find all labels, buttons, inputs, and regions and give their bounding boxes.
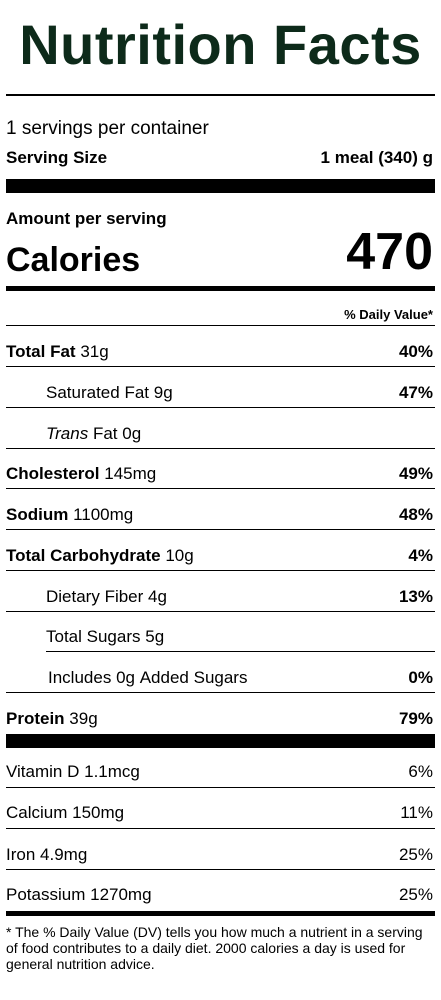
nutrient-dv: 13%	[398, 587, 433, 606]
divider	[6, 828, 435, 829]
serving-size-label: Serving Size	[6, 148, 108, 167]
nutrient-row-protein: Protein 39g	[6, 709, 98, 729]
divider	[6, 869, 435, 870]
nutrient-row-trans-fat: Trans Fat 0g	[46, 424, 141, 444]
nutrient-amount: 145mg	[104, 464, 157, 483]
nutrient-name: Dietary Fiber	[46, 587, 144, 606]
nutrient-row-total-carbohydrate: Total Carbohydrate 10g	[6, 546, 194, 566]
nutrient-dv: 79%	[398, 709, 433, 728]
amount-per-serving: Amount per serving	[6, 209, 167, 228]
nutrient-name: Total Sugars	[46, 627, 141, 646]
nutrient-amount: 1100mg	[73, 505, 134, 524]
nutrient-name: Fat	[92, 424, 118, 443]
divider	[6, 94, 435, 96]
nutrient-name: Total Carbohydrate	[6, 546, 161, 565]
vitamin-dv: 6%	[408, 762, 433, 781]
divider	[6, 787, 435, 788]
vitamin-name: Calcium	[6, 803, 68, 822]
vitamin-name: Vitamin D	[6, 762, 80, 781]
divider	[6, 488, 435, 489]
vitamin-amount: 150mg	[72, 803, 125, 822]
nutrient-dv: 49%	[398, 464, 433, 483]
nutrient-amount: 0g	[116, 668, 135, 687]
vitamin-dv: 25%	[398, 845, 433, 864]
nutrient-row-total-sugars: Total Sugars 5g	[46, 627, 164, 647]
calories-label: Calories	[6, 241, 141, 279]
nutrient-amount: 0g	[122, 424, 142, 443]
nutrient-amount: 10g	[165, 546, 194, 565]
nutrient-name: Sodium	[6, 505, 69, 524]
divider	[6, 407, 435, 408]
nutrient-dv: 0%	[408, 668, 433, 687]
nutrient-dv: 4%	[408, 546, 433, 565]
daily-value-header: % Daily Value*	[344, 307, 433, 322]
nutrient-name: Cholesterol	[6, 464, 100, 483]
nutrient-name: Protein	[6, 709, 65, 728]
nutrient-amount: 4g	[148, 587, 167, 606]
nutrient-amount: 39g	[69, 709, 98, 728]
added-sugars-suffix: Added Sugars	[139, 668, 248, 687]
servings-per-container: 1 servings per container	[6, 118, 209, 139]
divider	[6, 529, 435, 530]
daily-value-footnote: * The % Daily Value (DV) tells you how m…	[6, 924, 423, 972]
divider	[6, 448, 435, 449]
vitamin-row-calcium: Calcium 150mg	[6, 803, 124, 823]
divider-bold	[6, 911, 435, 916]
nutrient-row-saturated-fat: Saturated Fat 9g	[46, 383, 173, 403]
divider	[6, 570, 435, 571]
vitamin-row-potassium: Potassium 1270mg	[6, 885, 152, 905]
vitamin-name: Iron	[6, 845, 36, 864]
nutrient-name: Saturated Fat	[46, 383, 150, 402]
vitamin-name: Potassium	[6, 885, 86, 904]
nutrient-row-dietary-fiber: Dietary Fiber 4g	[46, 587, 167, 607]
vitamin-dv: 11%	[400, 803, 433, 822]
divider-bold	[6, 286, 435, 291]
divider	[6, 692, 435, 693]
nutrient-dv: 47%	[398, 383, 433, 402]
nutrient-row-total-fat: Total Fat 31g	[6, 342, 109, 362]
vitamin-amount: 1.1mcg	[84, 762, 140, 781]
serving-size-value: 1 meal (340) g	[320, 148, 433, 167]
nutrient-amount: 9g	[153, 383, 173, 402]
nutrient-dv: 40%	[398, 342, 433, 361]
vitamin-row-vitamin-d: Vitamin D 1.1mcg	[6, 762, 140, 782]
vitamin-amount: 1270mg	[90, 885, 152, 904]
vitamin-row-iron: Iron 4.9mg	[6, 845, 87, 865]
divider-thick	[6, 179, 435, 193]
added-sugars-prefix: Includes	[48, 668, 112, 687]
divider-indented	[46, 651, 435, 652]
divider	[6, 611, 435, 612]
calories-value: 470	[346, 223, 433, 281]
divider	[6, 366, 435, 367]
label-title: Nutrition Facts	[19, 13, 422, 76]
nutrient-dv: 48%	[398, 505, 433, 524]
nutrient-name-italic: Trans	[46, 424, 89, 443]
nutrient-row-cholesterol: Cholesterol 145mg	[6, 464, 156, 484]
nutrient-row-sodium: Sodium 1100mg	[6, 505, 133, 525]
nutrient-amount: 5g	[145, 627, 165, 646]
nutrient-amount: 31g	[80, 342, 109, 361]
nutrient-name: Total Fat	[6, 342, 76, 361]
divider-thick	[6, 734, 435, 748]
vitamin-dv: 25%	[398, 885, 433, 904]
divider	[6, 325, 435, 326]
nutrient-row-added-sugars: Includes 0g Added Sugars	[48, 668, 247, 688]
vitamin-amount: 4.9mg	[40, 845, 88, 864]
